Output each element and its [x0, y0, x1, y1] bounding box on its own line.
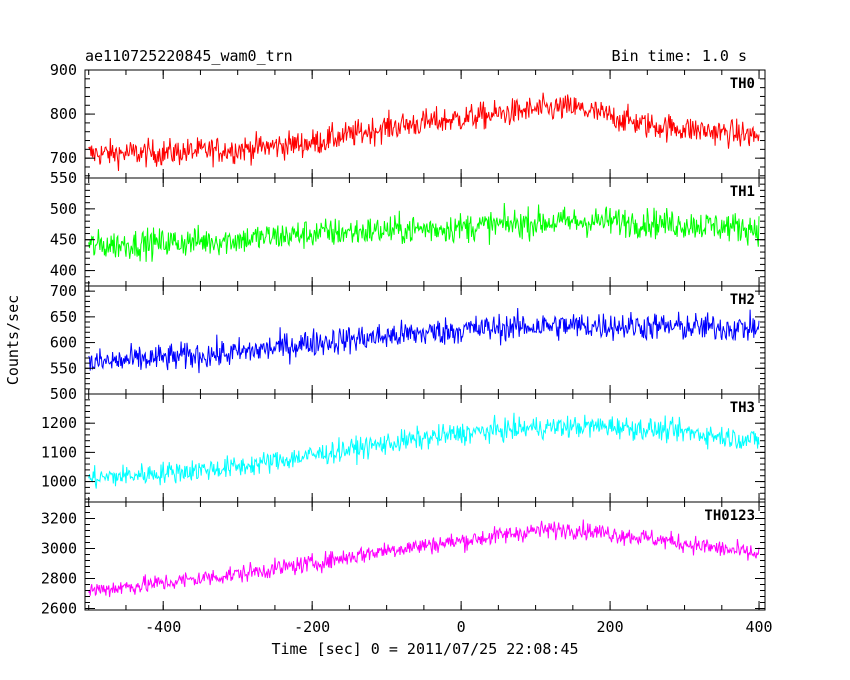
y-tick-label-th2: 550	[50, 359, 77, 377]
panel-frame-th0123	[84, 501, 766, 611]
y-tick-label-th0: 800	[50, 105, 77, 123]
x-tick-label: -400	[145, 618, 181, 636]
y-tick-label-th1: 550	[50, 169, 77, 187]
y-tick-label-th3: 1000	[41, 473, 77, 491]
x-tick-label: -200	[294, 618, 330, 636]
y-tick-label-th1: 400	[50, 262, 77, 280]
series-line-th0	[88, 92, 760, 172]
y-tick-label-th0123: 3000	[41, 540, 77, 558]
series-line-th2	[88, 307, 760, 374]
series-line-th1	[88, 202, 760, 262]
y-axis-label: Counts/sec	[4, 295, 22, 385]
panel-name-th3: TH3	[730, 400, 755, 416]
y-tick-label-th1: 500	[50, 200, 77, 218]
x-tick-label: 0	[457, 618, 466, 636]
chart-title: ae110725220845_wam0_trn	[85, 47, 293, 65]
y-tick-label-th2: 650	[50, 308, 77, 326]
x-tick-label: 400	[745, 618, 772, 636]
y-tick-label-th3: 1200	[41, 414, 77, 432]
x-tick-label: 200	[597, 618, 624, 636]
y-tick-label-th2: 600	[50, 334, 77, 352]
y-tick-label-th0123: 2600	[41, 600, 77, 618]
y-tick-label-th2: 700	[50, 282, 77, 300]
y-tick-label-th0123: 2800	[41, 570, 77, 588]
y-tick-label-th3: 1100	[41, 443, 77, 461]
panels-group: 700 800 900 TH0 400 450 500 550 TH1 500 550 600 650 7…	[41, 61, 773, 636]
panel-frame-th3	[84, 393, 766, 503]
panel-name-th2: TH2	[730, 292, 755, 308]
y-tick-label-th0123: 3200	[41, 510, 77, 528]
bin-time-label: Bin time: 1.0 s	[612, 47, 747, 65]
y-tick-label-th2: 500	[50, 385, 77, 403]
panel-name-th0: TH0	[730, 76, 755, 92]
series-line-th3	[88, 412, 760, 489]
y-tick-label-th0: 700	[50, 149, 77, 167]
panel-name-th1: TH1	[730, 184, 755, 200]
panel-name-th0123: TH0123	[704, 508, 755, 524]
y-tick-label-th0: 900	[50, 61, 77, 79]
y-tick-label-th1: 450	[50, 231, 77, 249]
series-line-th0123	[88, 519, 760, 598]
x-axis-label: Time [sec] 0 = 2011/07/25 22:08:45	[271, 640, 578, 658]
